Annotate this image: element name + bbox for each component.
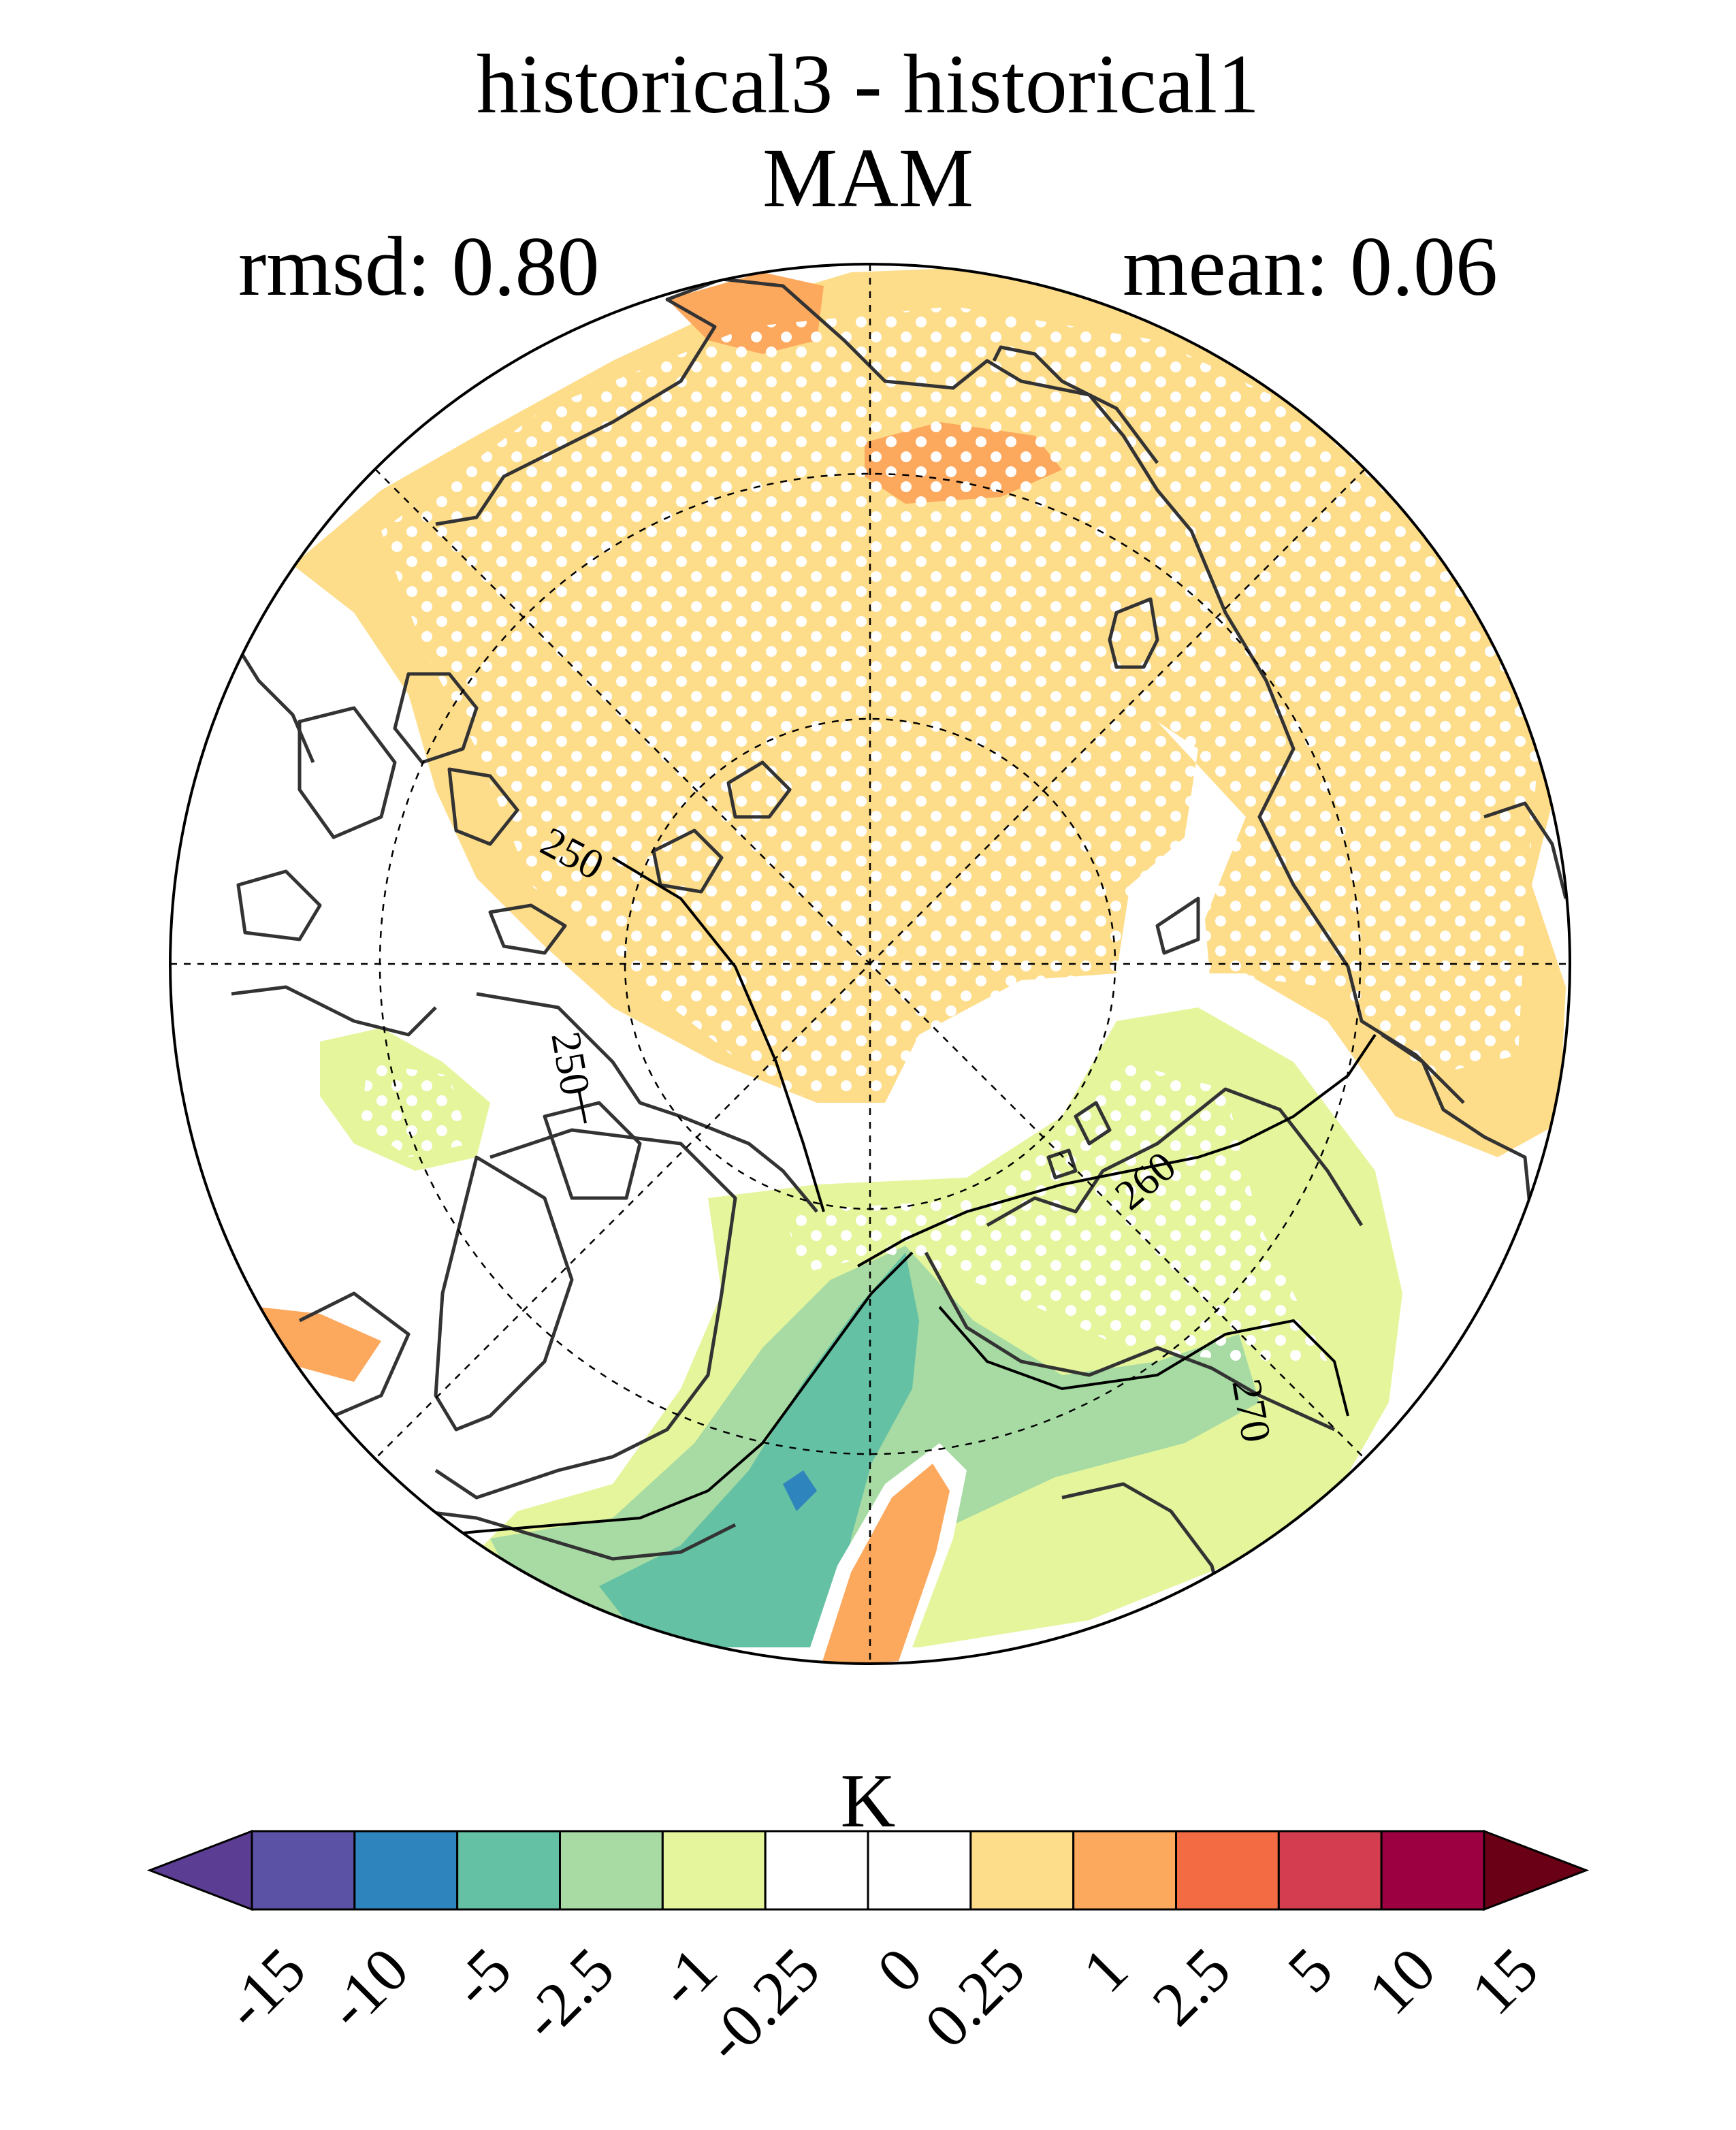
colorbar-box [456, 1830, 562, 1911]
colorbar-arrow-low [146, 1829, 253, 1911]
colorbar-box [764, 1830, 869, 1911]
cool-deep-patch [783, 1470, 817, 1511]
colorbar-box [661, 1830, 767, 1911]
significance-stipple-west [361, 1062, 470, 1157]
colorbar-box [1277, 1830, 1383, 1911]
season-label: MAM [762, 131, 974, 225]
colorbar-box [559, 1830, 664, 1911]
colorbar-box [1175, 1830, 1280, 1911]
coastlines [176, 277, 1568, 1621]
rmsd-label: rmsd: 0.80 [238, 220, 600, 313]
colorbar-box [969, 1830, 1075, 1911]
colorbar-arrow-high [1483, 1829, 1590, 1911]
mean-label: mean: 0.06 [1123, 220, 1498, 313]
colorbar-boxes [146, 1829, 1590, 1911]
map-boundary [169, 263, 1571, 1665]
climatology-contours [408, 856, 1377, 1540]
colorbar-box [867, 1830, 972, 1911]
colorbar-box [1380, 1830, 1485, 1911]
colorbar-unit: K [840, 1759, 896, 1843]
colorbar-box [1072, 1830, 1177, 1911]
significance-stipple-south [783, 1062, 1328, 1361]
graticule [170, 264, 1570, 1664]
significance-stipple [381, 306, 1539, 1096]
polar-map: 250 250 260 270 [169, 263, 1571, 1665]
cool-dark-tongue [599, 1253, 919, 1647]
colorbar-box [251, 1830, 356, 1911]
contour-label-270: 270 [1223, 1376, 1279, 1446]
contour-label-250-lower: 250 [542, 1029, 598, 1099]
plot-title: historical3 - historical1 [476, 37, 1260, 131]
colorbar-box [353, 1830, 459, 1911]
warm-tongue-core [820, 1464, 950, 1664]
